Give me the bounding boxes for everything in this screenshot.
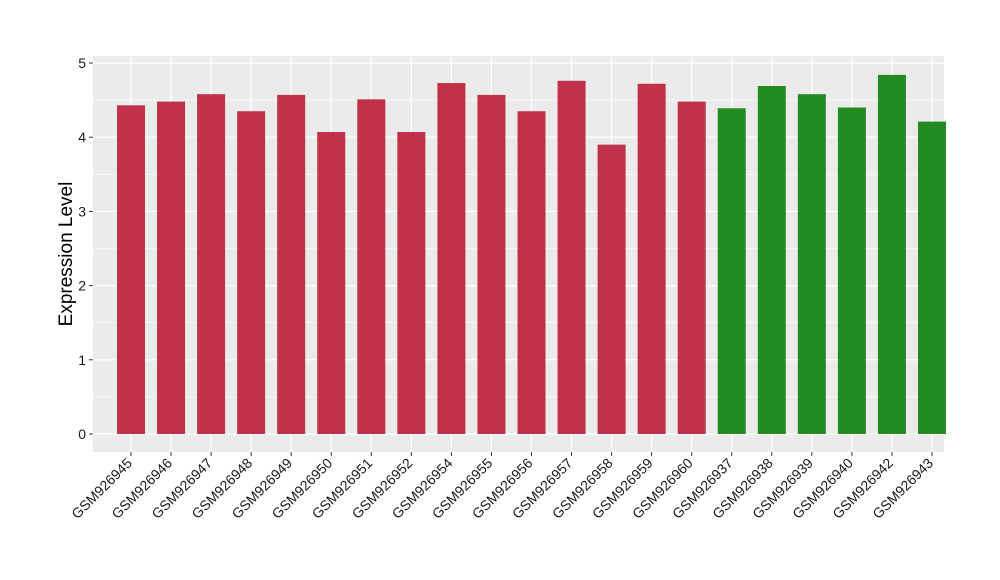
bar-GSM926960	[677, 101, 706, 435]
y-tick-label: 2	[78, 278, 86, 294]
bar-GSM926942	[877, 74, 906, 434]
y-tick-label: 4	[78, 129, 86, 145]
bar-GSM926957	[557, 80, 586, 435]
bar-GSM926959	[637, 83, 666, 434]
y-tick-label: 3	[78, 203, 86, 219]
y-axis-title: Expression Level	[56, 182, 77, 327]
y-tick-label: 0	[78, 426, 86, 442]
bar-GSM926938	[757, 86, 786, 434]
bars	[117, 74, 946, 435]
bar-GSM926954	[437, 83, 466, 434]
bar-GSM926940	[837, 107, 866, 435]
bar-GSM926951	[357, 99, 386, 434]
bar-GSM926937	[717, 108, 746, 435]
bar-GSM926945	[117, 105, 145, 434]
bar-GSM926950	[317, 132, 346, 435]
y-axis: 0 1 2 3 4 5	[78, 55, 93, 442]
bar-GSM926949	[277, 94, 306, 434]
y-tick-label: 5	[78, 55, 86, 71]
bar-GSM926958	[597, 144, 626, 434]
bar-GSM926946	[157, 101, 186, 435]
x-axis: GSM926945GSM926946GSM926947GSM926948GSM9…	[68, 452, 936, 522]
bar-GSM926956	[517, 111, 546, 434]
bar-GSM926955	[477, 94, 506, 434]
bar-GSM926939	[797, 94, 826, 434]
bar-GSM926952	[397, 132, 426, 435]
bar-GSM926947	[197, 94, 226, 434]
bar-GSM926948	[237, 111, 266, 434]
bar-GSM926943	[918, 121, 946, 435]
y-tick-label: 1	[78, 352, 86, 368]
